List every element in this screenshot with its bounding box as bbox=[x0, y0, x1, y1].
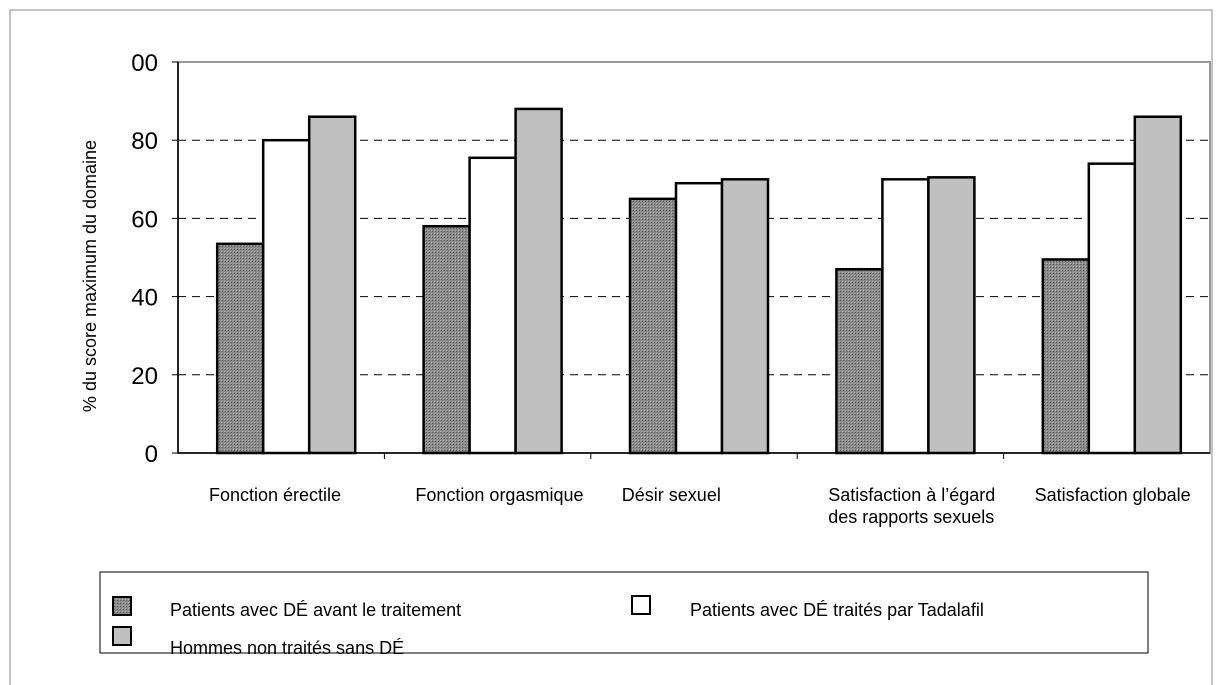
bar bbox=[215, 242, 265, 455]
legend-swatch bbox=[631, 595, 651, 615]
bar bbox=[628, 197, 678, 455]
legend-swatch bbox=[112, 596, 132, 616]
bar bbox=[927, 176, 976, 455]
bar bbox=[1133, 115, 1183, 455]
legend-swatch bbox=[112, 626, 132, 646]
bar bbox=[1041, 258, 1091, 455]
legend-label: Patients avec DÉ traités par Tadalafil bbox=[690, 600, 984, 620]
legend-label: Patients avec DÉ avant le traitement bbox=[170, 600, 461, 620]
bar bbox=[422, 224, 471, 455]
x-tick-label: Satisfaction globale bbox=[1034, 485, 1191, 505]
x-tick-label: Satisfaction à l’égard des rapports sexu… bbox=[828, 485, 996, 527]
y-tick-label: 60 bbox=[131, 206, 158, 233]
bar bbox=[720, 178, 770, 455]
y-tick-label: 80 bbox=[131, 128, 158, 155]
bar bbox=[881, 178, 930, 455]
bar bbox=[307, 115, 357, 455]
x-tick-label: Fonction orgasmique bbox=[415, 485, 584, 505]
legend-label: Hommes non traités sans DÉ bbox=[170, 638, 404, 658]
y-tick-label: 20 bbox=[131, 363, 158, 390]
bar bbox=[261, 138, 311, 455]
outer-frame bbox=[9, 9, 1213, 685]
x-tick-label: Désir sexuel bbox=[621, 485, 721, 505]
bar bbox=[468, 156, 517, 455]
x-tick-label: Fonction érectile bbox=[209, 485, 342, 505]
legend-box bbox=[99, 571, 1149, 654]
y-tick-label: 0 bbox=[145, 441, 158, 468]
y-tick-label: 40 bbox=[131, 285, 158, 312]
bar bbox=[514, 107, 563, 455]
y-axis-label: % du score maximum du domaine bbox=[80, 140, 100, 412]
bar bbox=[835, 267, 884, 455]
y-tick-label: 00 bbox=[131, 50, 158, 77]
bar bbox=[674, 181, 724, 455]
bar bbox=[1087, 162, 1137, 455]
